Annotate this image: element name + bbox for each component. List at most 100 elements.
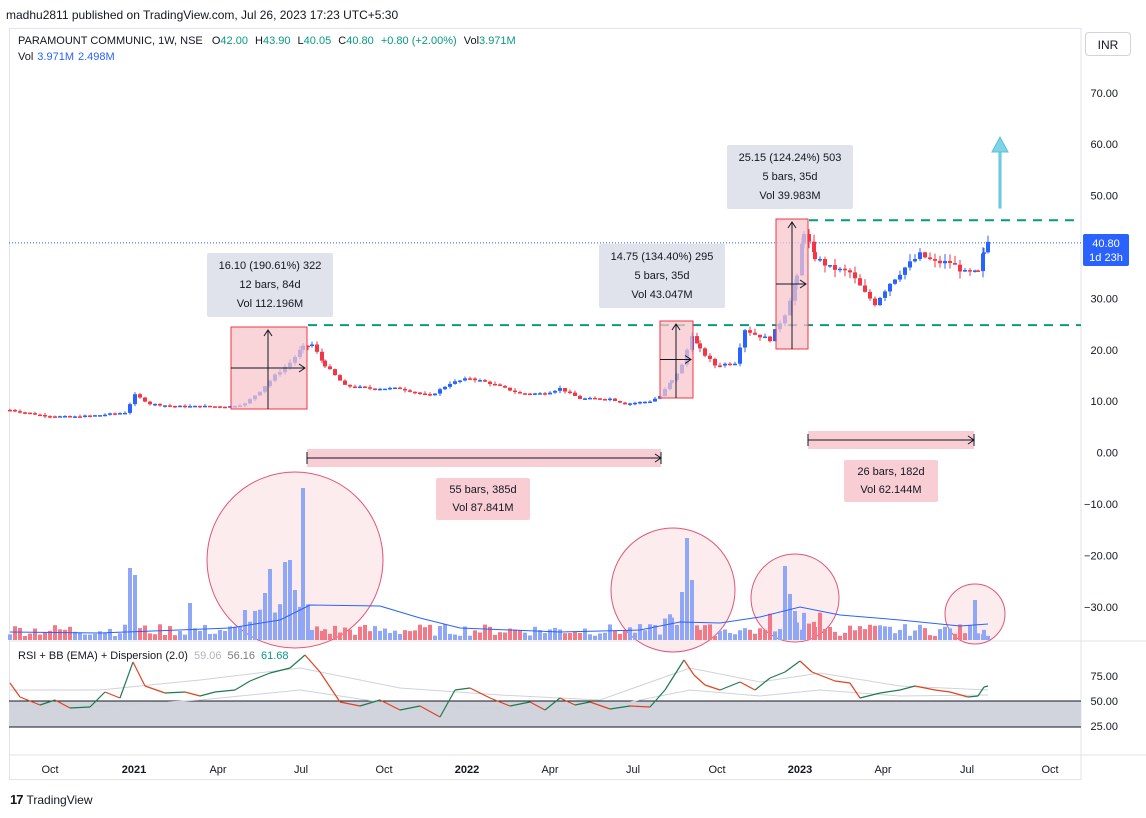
volume-bar [533,626,537,640]
open-value: 42.00 [220,35,248,47]
candle-body [738,347,742,364]
volume-bar [768,613,772,640]
volume-bar [583,628,587,640]
volume-bar [278,604,282,640]
measure-box-1 [230,326,308,410]
volume-bar [738,630,742,640]
candle-body [58,416,62,418]
candle-body [168,405,172,407]
x-axis-tick-label: Jul [960,764,974,776]
rsi-segment [799,660,813,673]
rsi-segment [849,682,861,699]
candle-body [88,415,92,418]
rsi-segment [629,705,651,708]
candle-body [483,380,487,382]
candle-body [393,387,397,390]
candle-body [413,391,417,394]
volume-bar [623,630,627,640]
candle-body [198,405,202,408]
volume-bar [33,628,37,640]
volume-bar [538,630,542,640]
candle-body [643,401,647,404]
volume-bar [548,629,552,640]
candle-body [310,344,314,346]
volume-bar [648,624,652,640]
volume-bar [403,630,407,640]
volume-bar [353,634,357,640]
candle-body [918,252,922,259]
candle-body [73,416,77,418]
candle-body [938,260,942,264]
volume-bar [283,562,287,640]
rsi-segment [19,696,41,706]
volume-bar [986,635,990,640]
candle-body [208,405,212,408]
candle-body [228,406,232,408]
volume-bar [268,569,272,640]
volume-bar [690,580,694,640]
high-value: 43.90 [262,35,291,47]
rsi-legend: RSI + BB (EMA) + Dispersion (2.0) 59.06 56… [18,650,289,662]
rsi-value-2: 56.16 [227,650,256,662]
candle-body [453,381,457,384]
date-range-info-1: 55 bars, 385d Vol 87.841M [436,478,530,520]
candle-body [68,416,72,418]
candle-body [648,401,652,404]
rsi-segment [269,667,291,674]
candle-body [143,397,147,402]
rsi-segment [664,659,685,691]
volume-legend-label[interactable]: Vol [18,51,34,63]
x-axis-tick-label: Oct [708,764,725,776]
candle-body [873,298,877,306]
candle-body [628,403,632,405]
candle-body [608,398,612,401]
candle-body [103,414,107,417]
candle-body [178,405,182,408]
candle-body [986,241,990,253]
candle-body [353,386,357,389]
volume-bar [713,635,717,640]
volume-value: 3.971M [479,35,516,47]
volume-bar [878,625,882,640]
rsi-segment [164,691,186,694]
volume-bar [18,627,22,640]
info-label-line: 5 bars, 35d [762,171,817,183]
candle-body [518,392,522,394]
candle-body [768,336,772,342]
volume-highlight-circle [750,553,840,643]
volume-bar [783,566,787,640]
volume-bar [488,626,492,640]
info-label-line: 5 bars, 35d [634,270,689,282]
candle-body [133,394,137,405]
rsi-segment [769,671,786,679]
candle-body [213,406,217,408]
volume-bar [333,625,337,640]
volume-bar [563,633,567,640]
volume-bar [588,634,592,640]
rsi-segment [214,689,236,693]
candle-body [868,291,872,299]
candle-body [408,390,412,392]
volume-legend-value: 3.971M [37,51,74,63]
candle-body [378,388,382,391]
candle-body [113,413,117,415]
high-label: H [255,35,263,47]
range-label-bg [844,460,938,502]
candle-body [373,388,377,391]
volume-bar [93,633,97,640]
volume-bar [633,632,637,640]
volume-bar [838,635,842,640]
currency-button[interactable]: INR [1085,32,1131,56]
rsi-legend-title[interactable]: RSI + BB (EMA) + Dispersion (2.0) [18,650,188,662]
rsi-segment [544,697,561,711]
volume-bar [893,633,897,640]
symbol-name[interactable]: PARAMOUNT COMMUNIC, 1W, NSE [18,35,203,47]
info-label-line: 25.15 (124.24%) 503 [739,152,842,164]
x-axis-tick-label: Oct [375,764,392,776]
candle-body [28,412,32,415]
footer-brand[interactable]: 17 TradingView [10,792,93,807]
volume-bar [658,634,662,640]
volume-bar [338,632,342,640]
candle-body [203,405,207,408]
